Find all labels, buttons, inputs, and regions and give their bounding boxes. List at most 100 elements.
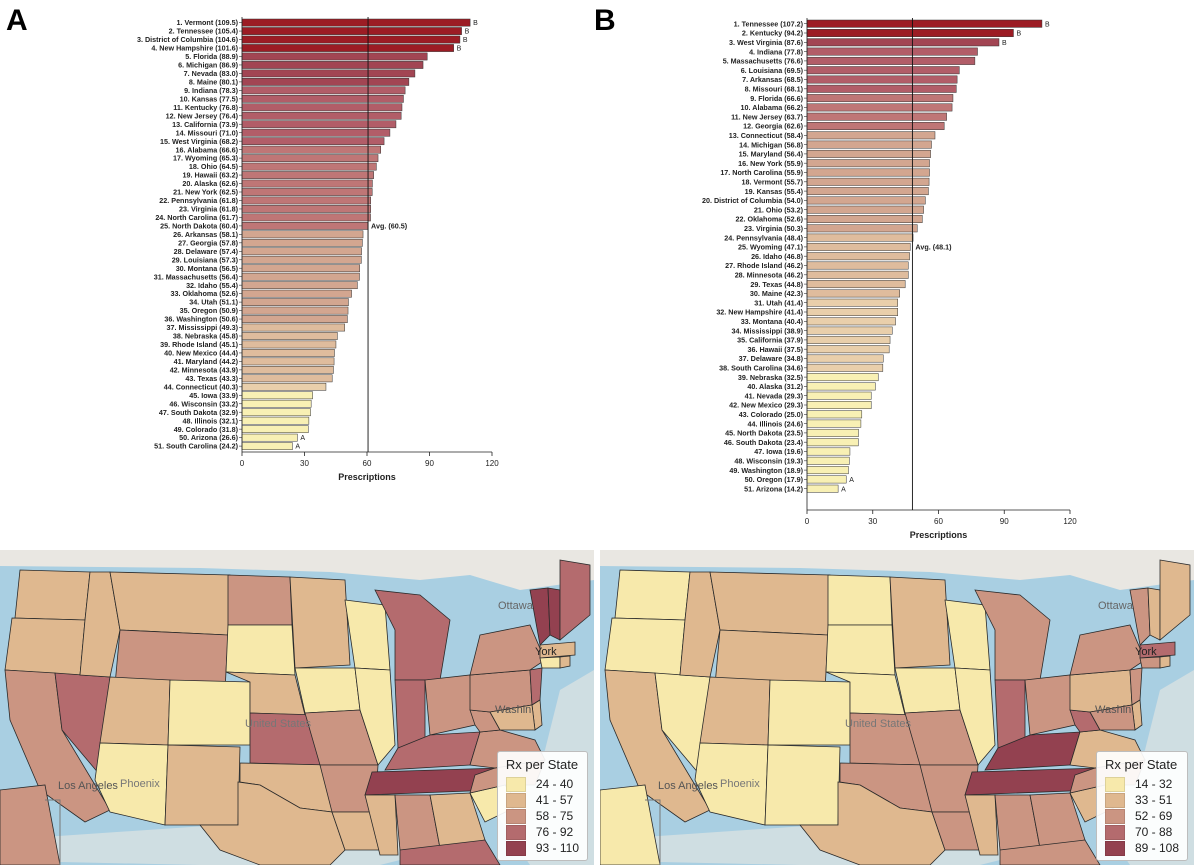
state-ma-a: [539, 641, 576, 659]
legend-swatch: [1104, 792, 1125, 808]
category-label: 49. Colorado (31.8): [174, 425, 239, 434]
bar: [806, 29, 1014, 37]
legend-title: Rx per State: [505, 757, 579, 772]
category-label: 45. North Dakota (23.5): [725, 429, 803, 438]
category-label: 39. Rhode Island (45.1): [160, 340, 238, 349]
bar: [241, 120, 397, 129]
category-label: 34. Mississippi (38.9): [731, 326, 803, 335]
state-ny-b: [1069, 624, 1146, 676]
category-label: 17. Wyoming (65.3): [173, 154, 239, 163]
state-oh-a: [424, 674, 476, 736]
bar: [241, 222, 369, 230]
map-legend-b: Rx per State 14 - 32 33 - 51 52 - 69 70 - 8…: [1095, 751, 1188, 861]
bar: [241, 340, 337, 349]
bar: [806, 196, 926, 205]
canada-land: [600, 550, 1194, 590]
state-me-b: [1159, 559, 1191, 641]
legend-swatch: [1104, 776, 1125, 792]
bar: [806, 401, 872, 409]
bar: [806, 205, 924, 214]
legend-swatch: [505, 808, 526, 824]
bar: [241, 272, 360, 281]
x-tick-label: 120: [485, 459, 499, 468]
bar: [241, 264, 360, 273]
legend-swatch: [1104, 808, 1125, 824]
bar: [241, 408, 311, 417]
map-label-united-states: United States: [845, 718, 912, 730]
bar: [806, 215, 923, 223]
category-label: 40. New Mexico (44.4): [164, 349, 239, 358]
category-label: 10. Kansas (77.5): [180, 94, 239, 103]
bar: [241, 442, 293, 450]
category-label: 8. Maine (80.1): [189, 77, 239, 86]
x-tick-label: 90: [425, 459, 434, 468]
legend-item: 93 - 110: [505, 840, 579, 856]
category-label: 6. Michigan (86.9): [178, 61, 239, 70]
category-label: 7. Arkansas (68.5): [742, 75, 803, 84]
state-ms-b: [964, 794, 999, 856]
state-il-a: [354, 667, 396, 766]
bar-annotation: B: [457, 46, 462, 53]
category-label: 45. Iowa (33.9): [189, 391, 238, 400]
category-label: 36. Washington (50.6): [164, 315, 238, 324]
category-label: 51. Arizona (14.2): [744, 484, 803, 493]
category-label: 38. South Carolina (34.6): [719, 364, 803, 373]
x-tick-label: 0: [805, 517, 810, 526]
legend-label: 58 - 75: [535, 809, 574, 823]
bar: [241, 86, 406, 95]
category-label: 24. Pennsylvania (48.4): [724, 233, 803, 242]
category-label: 1. Tennessee (107.2): [734, 19, 804, 28]
legend-label: 89 - 108: [1134, 841, 1179, 855]
state-nm-a: [164, 744, 241, 826]
map-legend-a: Rx per State 24 - 40 41 - 57 58 - 75 76 - 9…: [496, 751, 588, 861]
bar: [806, 280, 906, 289]
legend-label: 76 - 92: [535, 825, 574, 839]
bar: [241, 52, 428, 61]
x-tick-label: 60: [934, 517, 943, 526]
bar: [806, 363, 884, 372]
bar: [806, 335, 891, 344]
state-wa-a: [14, 569, 91, 621]
category-label: 37. Delaware (34.8): [739, 354, 804, 363]
category-label: 18. Vermont (55.7): [741, 178, 803, 187]
state-ia-a: [294, 667, 361, 714]
category-label: 37. Mississippi (49.3): [166, 323, 238, 332]
bar: [241, 44, 454, 52]
category-label: 19. Kansas (55.4): [745, 187, 804, 196]
category-label: 27. Rhode Island (46.2): [725, 261, 803, 270]
state-md-a: [489, 704, 536, 731]
bar: [241, 145, 381, 154]
inset-border: [45, 799, 61, 865]
legend-label: 14 - 32: [1134, 777, 1173, 791]
bar: [241, 357, 335, 366]
bar: [806, 75, 958, 84]
bar-annotation: B: [465, 29, 470, 36]
bar: [806, 242, 911, 251]
category-label: 47. South Dakota (32.9): [159, 408, 239, 417]
legend-label: 70 - 88: [1134, 825, 1173, 839]
bar: [241, 94, 404, 103]
map-label-phoenix: Phoenix: [120, 778, 160, 790]
bar: [241, 281, 358, 290]
category-label: 7. Nevada (83.0): [184, 69, 239, 78]
bar: [806, 289, 900, 298]
legend-swatch: [1104, 824, 1125, 840]
bar: [241, 323, 345, 332]
state-ct-a: [539, 656, 561, 669]
state-in-b: [994, 679, 1026, 749]
map-label-united-states: United States: [245, 718, 312, 730]
bar: [806, 438, 859, 447]
x-tick-label: 30: [300, 459, 309, 468]
bar-annotation: B: [463, 37, 468, 44]
state-az-a: [94, 742, 169, 826]
category-label: 4. New Hampshire (101.6): [151, 44, 238, 53]
bar: [241, 391, 313, 400]
bar: [241, 255, 362, 264]
category-label: 44. Connecticut (40.3): [164, 382, 239, 391]
state-in-a: [394, 679, 426, 749]
map-label-ottawa: Ottawa: [1098, 600, 1133, 612]
state-me-a: [559, 559, 591, 641]
bar: [806, 410, 863, 419]
bar: [241, 366, 334, 374]
category-label: 41. Nevada (29.3): [745, 391, 804, 400]
